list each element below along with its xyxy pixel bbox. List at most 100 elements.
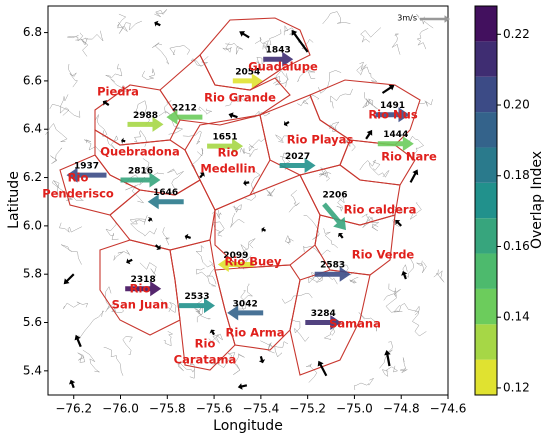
contour xyxy=(383,293,403,313)
wind-arrow xyxy=(409,169,419,183)
region-label: Rio Grande xyxy=(204,91,276,105)
contour xyxy=(364,92,377,109)
contour xyxy=(230,212,245,228)
contour xyxy=(105,219,119,240)
x-tick-label: −75.0 xyxy=(336,402,373,416)
contour xyxy=(274,70,289,88)
contour xyxy=(311,272,338,285)
colorbar-label: Overlap Index xyxy=(529,151,545,249)
contour xyxy=(105,63,123,79)
contour xyxy=(68,63,78,88)
contour xyxy=(232,204,242,214)
station-arrow xyxy=(227,305,264,321)
contour xyxy=(94,114,108,137)
contour xyxy=(283,24,297,36)
contour xyxy=(323,325,336,340)
station-arrow xyxy=(66,167,107,183)
wind-arrow xyxy=(243,179,250,187)
quiver-key-arrow xyxy=(420,15,450,23)
region-label: Rio Arma xyxy=(225,326,284,340)
contour xyxy=(288,190,300,213)
station-arrow xyxy=(232,73,263,89)
contour xyxy=(195,244,214,268)
elevation-label: 3284 xyxy=(311,309,336,319)
wind-arrow xyxy=(63,273,75,285)
wind-arrow xyxy=(209,329,216,336)
contour xyxy=(59,222,83,233)
station-arrow xyxy=(179,298,215,314)
contour xyxy=(45,123,68,143)
basin xyxy=(214,174,321,269)
contour xyxy=(359,159,381,171)
contour xyxy=(117,13,128,32)
y-tick-label: 5.6 xyxy=(23,315,42,329)
contour xyxy=(225,94,248,107)
colorbar-band xyxy=(475,359,497,395)
contour xyxy=(402,257,414,278)
elevation-label: 1651 xyxy=(213,133,238,143)
colorbar-frame xyxy=(474,5,498,396)
contour xyxy=(285,234,294,245)
contour xyxy=(103,347,124,376)
station-arrow xyxy=(377,136,414,152)
contour xyxy=(266,188,276,197)
contour xyxy=(75,30,104,42)
contour xyxy=(182,130,202,145)
contour xyxy=(168,119,184,135)
contour xyxy=(198,106,212,115)
elevation-label: 1444 xyxy=(383,130,408,140)
contour xyxy=(196,267,216,287)
contour xyxy=(162,227,170,245)
contour xyxy=(360,27,382,43)
wind-arrow xyxy=(102,100,110,106)
contour xyxy=(248,110,271,118)
contour xyxy=(391,33,401,55)
region-label: Rio Verde xyxy=(352,248,415,262)
station-arrow xyxy=(322,202,346,231)
station-arrow xyxy=(207,138,244,154)
contour xyxy=(134,100,150,126)
contour xyxy=(391,206,404,228)
elevation-label: 2988 xyxy=(133,111,158,121)
wind-arrow xyxy=(184,233,191,240)
colorbar-tick-label: 0.14 xyxy=(503,310,530,324)
data-layer: 1843 2054 1491 1444 2988 2212 1651 2027 1937 2816… xyxy=(42,15,450,390)
wind-arrow xyxy=(365,129,373,140)
region-label: Rio xyxy=(130,282,151,296)
contour xyxy=(248,137,267,152)
contour xyxy=(411,305,427,337)
contour xyxy=(63,193,84,201)
contour xyxy=(362,99,381,115)
contour xyxy=(356,61,367,76)
x-tick-label: −75.4 xyxy=(242,402,279,416)
wind-arrow xyxy=(395,219,402,227)
contour xyxy=(239,147,258,158)
y-tick-label: 6.4 xyxy=(23,122,42,136)
contour xyxy=(318,70,342,94)
elevation-label: 2212 xyxy=(172,104,197,114)
basin xyxy=(259,94,351,176)
contour xyxy=(154,9,168,18)
colorbar-band xyxy=(475,6,497,42)
contour xyxy=(279,152,291,170)
contour xyxy=(167,168,184,191)
region-label: Piedra xyxy=(97,85,139,99)
contour xyxy=(139,262,157,283)
contour xyxy=(240,283,254,310)
x-tick-label: −76.2 xyxy=(55,402,92,416)
x-tick-label: −75.2 xyxy=(289,402,326,416)
contour xyxy=(399,357,408,374)
contour xyxy=(368,163,390,178)
station-arrow xyxy=(375,107,410,123)
wind-arrow xyxy=(261,226,266,233)
wind-arrow xyxy=(147,217,153,222)
contour xyxy=(134,129,147,147)
wind-arrow xyxy=(199,172,205,179)
contour xyxy=(322,11,351,25)
colorbar-band xyxy=(475,324,497,360)
elevation-label: 2583 xyxy=(320,261,345,271)
contour xyxy=(297,94,320,107)
quiver-key-label: 3m/s xyxy=(397,14,417,23)
region-label: Quebradona xyxy=(100,145,180,159)
colorbar-tick-label: 0.20 xyxy=(503,98,530,112)
